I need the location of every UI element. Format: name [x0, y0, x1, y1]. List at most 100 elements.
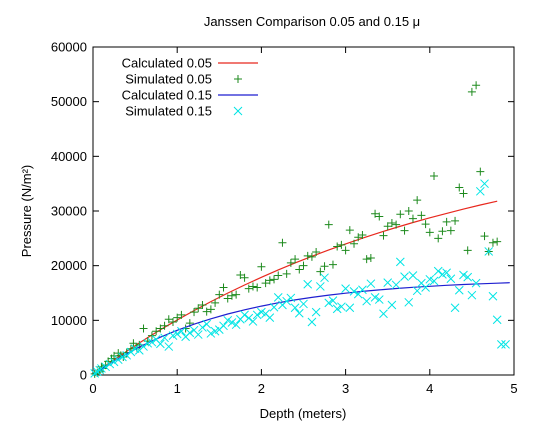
data-point — [315, 282, 325, 291]
data-point — [223, 315, 233, 325]
data-point — [467, 87, 476, 96]
data-point — [413, 196, 422, 205]
data-point — [257, 262, 266, 271]
data-point — [110, 351, 119, 360]
data-point — [202, 307, 211, 316]
legend-entry: Calculated 0.15 — [122, 88, 258, 103]
series-0 — [92, 200, 498, 376]
data-point — [122, 350, 132, 360]
legend-label: Simulated 0.05 — [125, 72, 212, 87]
data-point — [265, 313, 275, 322]
data-point — [206, 329, 216, 338]
y-tick-label: 20000 — [51, 258, 87, 273]
data-point — [320, 262, 329, 271]
data-point — [417, 211, 426, 220]
data-point — [236, 270, 245, 279]
data-point — [396, 210, 405, 219]
data-point — [261, 279, 270, 288]
data-point — [109, 357, 119, 367]
data-point — [105, 359, 115, 369]
data-point — [129, 339, 138, 348]
data-point — [467, 290, 477, 300]
data-point — [328, 260, 337, 269]
data-point — [366, 279, 376, 289]
data-point — [345, 303, 355, 313]
data-point — [291, 255, 300, 264]
data-point — [172, 329, 182, 339]
data-point — [345, 226, 354, 235]
data-point — [383, 222, 392, 231]
data-point — [286, 293, 296, 303]
data-point — [219, 321, 228, 331]
y-axis: 0 10000 20000 30000 40000 50000 60000 — [51, 40, 514, 383]
y-tick-label: 60000 — [51, 40, 87, 55]
data-point — [333, 242, 342, 251]
series-3 — [90, 179, 510, 378]
data-point — [156, 339, 165, 349]
data-point — [185, 328, 195, 338]
data-point — [270, 275, 279, 284]
x-tick-label: 1 — [174, 381, 181, 396]
series-line — [92, 200, 498, 376]
data-point — [156, 324, 165, 333]
data-point — [273, 293, 283, 302]
data-point — [299, 299, 308, 309]
data-point — [194, 304, 203, 313]
data-point — [383, 278, 393, 287]
data-point — [253, 283, 262, 292]
data-point — [282, 296, 292, 306]
data-point — [366, 254, 375, 263]
data-point — [421, 220, 430, 229]
legend-entry: Simulated 0.05 — [125, 72, 242, 87]
data-point — [324, 298, 334, 308]
data-point — [354, 233, 363, 242]
data-point — [337, 240, 346, 249]
data-point — [371, 209, 380, 218]
data-point — [379, 231, 388, 240]
x-tick-label: 4 — [426, 381, 433, 396]
data-point — [274, 271, 283, 280]
data-point — [265, 276, 274, 285]
data-point — [147, 337, 157, 347]
data-point — [328, 296, 338, 306]
data-point — [92, 367, 102, 377]
data-point — [332, 304, 342, 314]
data-point — [391, 280, 401, 290]
data-point — [244, 313, 254, 323]
data-point — [139, 342, 148, 351]
data-point — [248, 282, 257, 291]
data-point — [324, 220, 333, 229]
data-point — [408, 271, 418, 280]
data-point — [231, 320, 241, 330]
data-point — [501, 340, 510, 349]
x-tick-label: 0 — [89, 381, 96, 396]
data-point — [252, 310, 262, 320]
data-point — [493, 237, 502, 246]
data-point — [177, 310, 186, 319]
data-point — [362, 296, 372, 306]
data-point — [375, 212, 384, 221]
data-point — [160, 333, 169, 343]
data-point — [442, 268, 451, 278]
data-point — [248, 317, 258, 326]
data-point — [350, 239, 359, 248]
data-point — [392, 220, 401, 229]
data-point — [244, 284, 253, 293]
data-point — [307, 252, 316, 261]
y-axis-label: Pressure (N/m²) — [19, 165, 34, 257]
data-point — [206, 305, 215, 314]
y-tick-label: 40000 — [51, 149, 87, 164]
data-point — [113, 355, 123, 365]
series-1 — [90, 81, 502, 378]
data-point — [294, 308, 304, 318]
data-point — [198, 301, 207, 310]
data-point — [198, 323, 207, 332]
data-point — [126, 347, 136, 357]
data-point — [337, 302, 346, 312]
data-point — [379, 309, 388, 319]
data-point — [215, 290, 224, 299]
data-point — [434, 234, 443, 243]
data-point — [404, 207, 413, 215]
data-point — [362, 255, 371, 264]
legend-swatch — [234, 75, 242, 83]
